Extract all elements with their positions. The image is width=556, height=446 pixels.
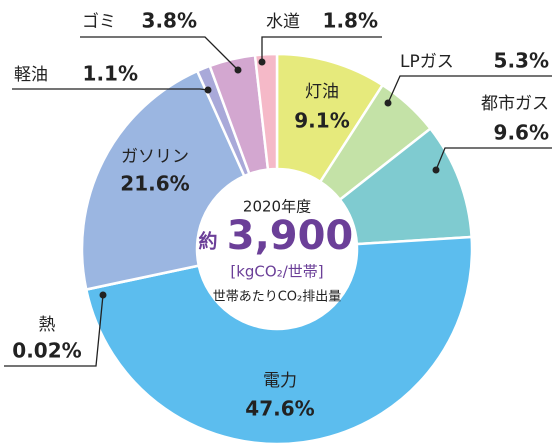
value-label: 9.1% [294, 109, 349, 133]
category-label: ガソリン [121, 147, 189, 167]
value-label: 9.6% [494, 121, 549, 145]
value-label: 21.6% [120, 172, 189, 196]
category-label: 軽油 [14, 65, 48, 85]
leader-dot [234, 66, 242, 74]
category-label: 熱 [39, 315, 56, 335]
center-unit: [kgCO₂/世帯] [230, 263, 323, 281]
leader-line [387, 75, 552, 104]
leader-dot [258, 58, 266, 66]
donut-segment [84, 235, 474, 446]
leader-dot [99, 291, 107, 299]
category-label: 灯油 [305, 82, 339, 102]
center-caption: 世帯あたりCO₂排出量 [213, 290, 342, 305]
value-label: 5.3% [494, 49, 549, 73]
category-label: 電力 [263, 371, 297, 391]
center-total: 3,900 [227, 213, 354, 259]
category-label: LPガス [400, 52, 454, 72]
center-prefix: 約 [198, 230, 217, 253]
category-label: 都市ガス [481, 94, 549, 114]
leader-dot [204, 86, 212, 94]
leader-line [4, 294, 104, 367]
value-label: 0.02% [12, 339, 81, 363]
leader-dot [384, 99, 392, 107]
value-label: 1.8% [323, 9, 378, 33]
value-label: 3.8% [142, 9, 197, 33]
value-label: 47.6% [245, 397, 314, 421]
leader-line [80, 36, 239, 71]
donut-segment [80, 69, 246, 291]
leader-line [261, 36, 382, 62]
value-label: 1.1% [83, 62, 138, 86]
center-year: 2020年度 [243, 198, 311, 216]
leader-dot [432, 166, 440, 174]
category-label: 水道 [266, 12, 300, 32]
category-label: ゴミ [82, 11, 116, 32]
leader-line [435, 147, 552, 171]
